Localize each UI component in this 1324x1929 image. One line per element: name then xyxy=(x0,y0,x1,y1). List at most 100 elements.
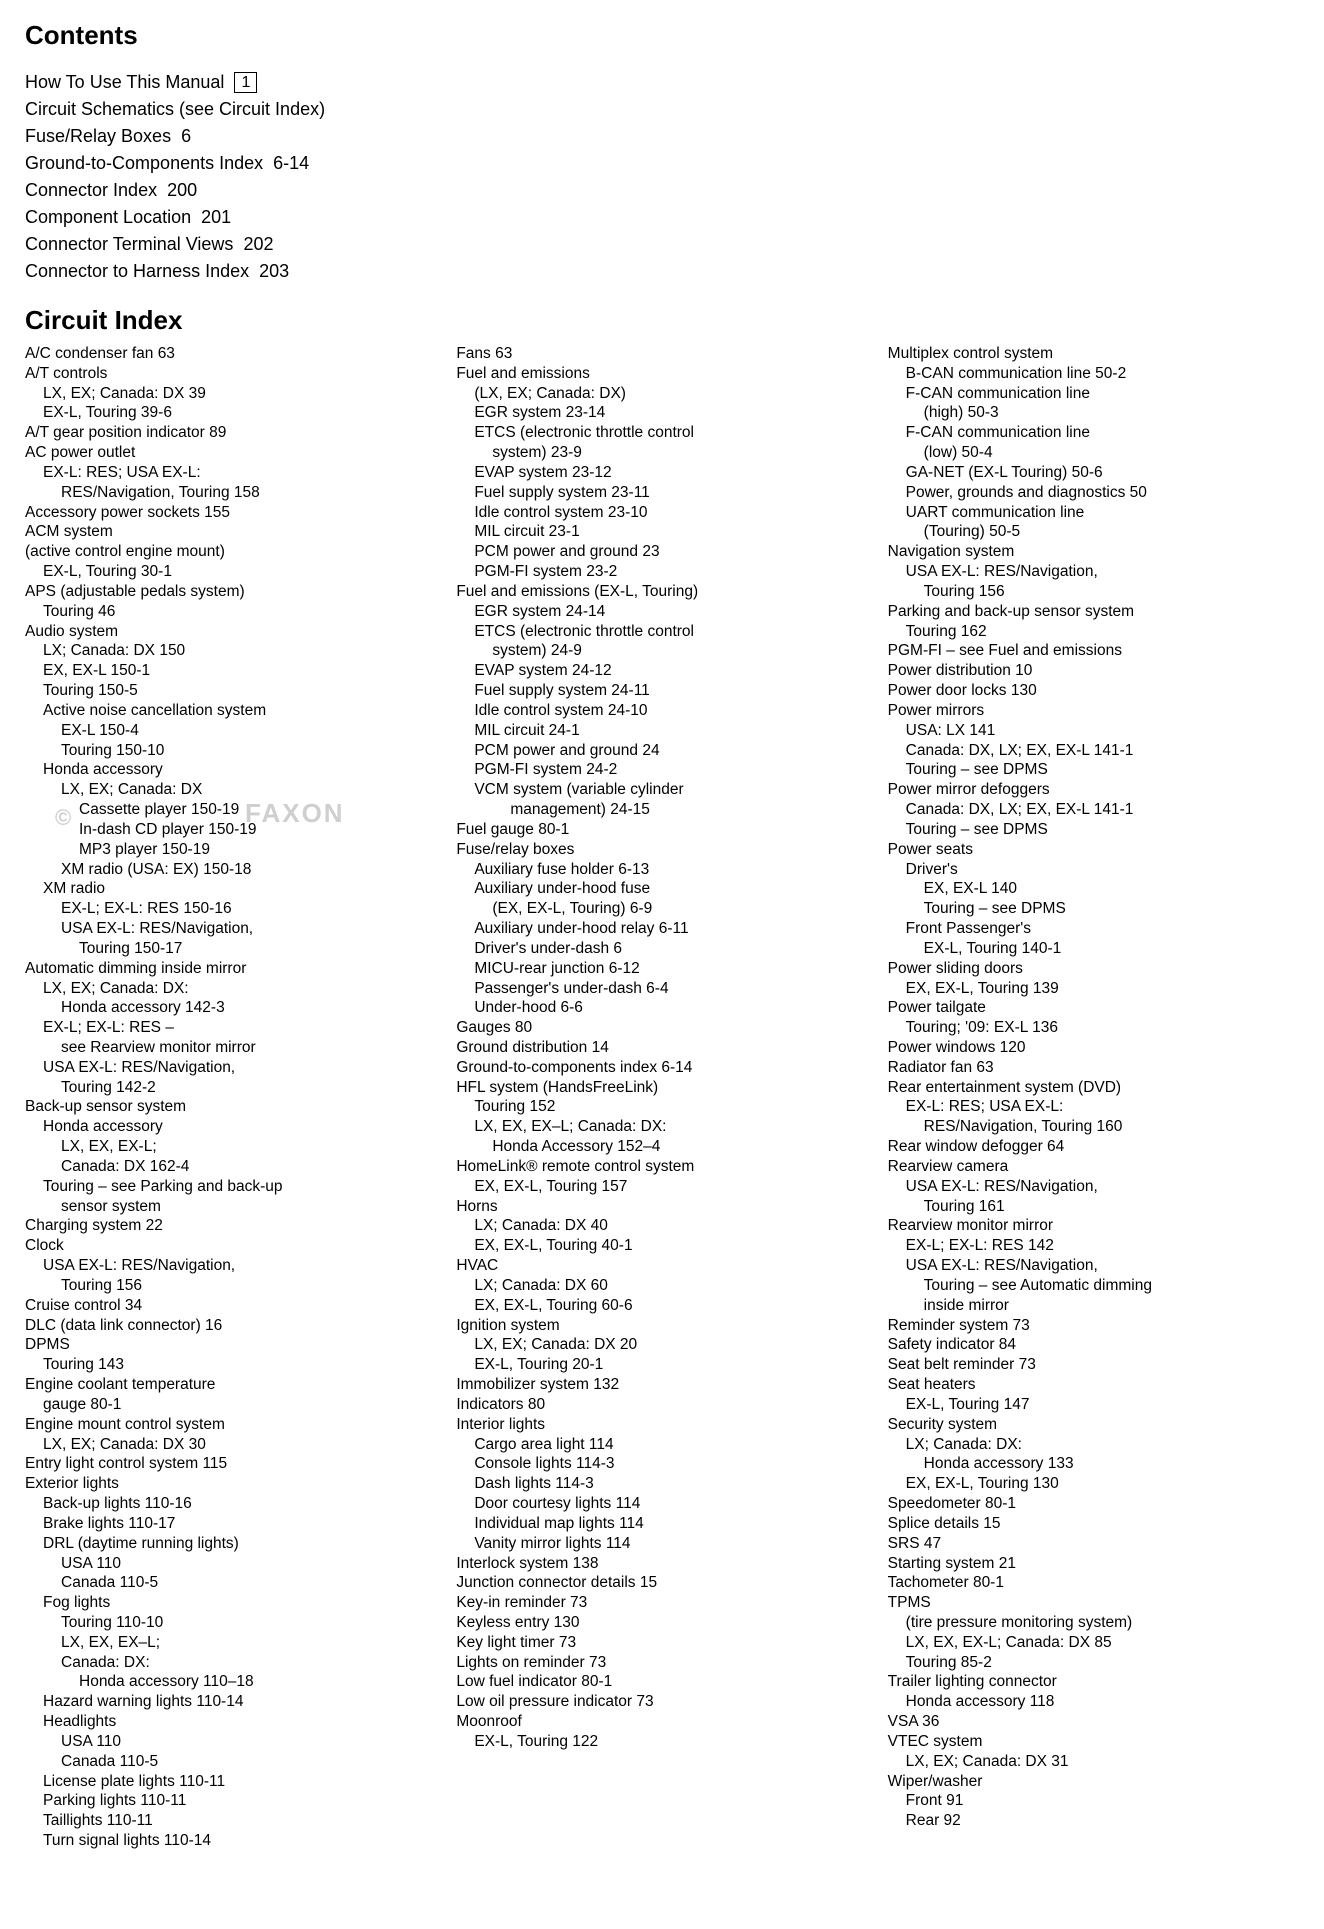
index-line: Individual map lights 114 xyxy=(474,1514,867,1534)
index-line: Hazard warning lights 110-14 xyxy=(43,1692,436,1712)
contents-item: Fuse/Relay Boxes 6 xyxy=(25,123,1299,150)
index-line: USA 110 xyxy=(61,1554,436,1574)
index-line: PCM power and ground 24 xyxy=(474,741,867,761)
index-line: LX; Canada: DX 150 xyxy=(43,641,436,661)
index-line: Canada 110-5 xyxy=(61,1573,436,1593)
index-line: USA EX-L: RES/Navigation, xyxy=(43,1058,436,1078)
index-line: Parking lights 110-11 xyxy=(43,1791,436,1811)
index-line: USA EX-L: RES/Navigation, xyxy=(906,562,1299,582)
index-line: EX-L 150-4 xyxy=(61,721,436,741)
index-line: Junction connector details 15 xyxy=(456,1573,867,1593)
index-line: UART communication line xyxy=(906,503,1299,523)
index-line: Gauges 80 xyxy=(456,1018,867,1038)
index-line: Tachometer 80-1 xyxy=(888,1573,1299,1593)
index-line: LX; Canada: DX: xyxy=(906,1435,1299,1455)
index-line: Touring 156 xyxy=(924,582,1299,602)
index-line: (EX, EX-L, Touring) 6-9 xyxy=(492,899,867,919)
index-line: VSA 36 xyxy=(888,1712,1299,1732)
index-line: Radiator fan 63 xyxy=(888,1058,1299,1078)
index-line: PGM-FI system 23-2 xyxy=(474,562,867,582)
index-line: Touring 142-2 xyxy=(61,1078,436,1098)
index-line: MIL circuit 23-1 xyxy=(474,522,867,542)
index-line: EX, EX-L, Touring 157 xyxy=(474,1177,867,1197)
contents-item-page: 203 xyxy=(259,261,289,281)
index-line: Fog lights xyxy=(43,1593,436,1613)
index-line: Splice details 15 xyxy=(888,1514,1299,1534)
index-line: A/T gear position indicator 89 xyxy=(25,423,436,443)
index-line: Touring – see Parking and back-up xyxy=(43,1177,436,1197)
contents-heading: Contents xyxy=(25,20,1299,51)
index-line: Auxiliary under-hood fuse xyxy=(474,879,867,899)
index-line: Back-up sensor system xyxy=(25,1097,436,1117)
index-line: (low) 50-4 xyxy=(924,443,1299,463)
index-line: EVAP system 24-12 xyxy=(474,661,867,681)
index-line: Audio system xyxy=(25,622,436,642)
index-line: LX, EX; Canada: DX xyxy=(61,780,436,800)
contents-item-label: Connector Terminal Views xyxy=(25,234,233,254)
contents-item: Connector to Harness Index 203 xyxy=(25,258,1299,285)
index-line: EX-L: RES; USA EX-L: xyxy=(43,463,436,483)
index-line: Power mirror defoggers xyxy=(888,780,1299,800)
index-line: Canada: DX, LX; EX, EX-L 141-1 xyxy=(906,800,1299,820)
index-line: Touring 143 xyxy=(43,1355,436,1375)
contents-item-label: How To Use This Manual xyxy=(25,72,224,92)
index-line: Touring – see DPMS xyxy=(906,820,1299,840)
index-line: Clock xyxy=(25,1236,436,1256)
index-line: Fans 63 xyxy=(456,344,867,364)
index-line: Low oil pressure indicator 73 xyxy=(456,1692,867,1712)
index-line: Canada: DX: xyxy=(61,1653,436,1673)
index-line: XM radio (USA: EX) 150-18 xyxy=(61,860,436,880)
index-line: Touring – see DPMS xyxy=(906,760,1299,780)
index-line: USA: LX 141 xyxy=(906,721,1299,741)
index-line: LX, EX; Canada: DX 30 xyxy=(43,1435,436,1455)
index-line: Engine coolant temperature xyxy=(25,1375,436,1395)
index-line: Touring 150-17 xyxy=(79,939,436,959)
index-line: Power door locks 130 xyxy=(888,681,1299,701)
index-line: Entry light control system 115 xyxy=(25,1454,436,1474)
index-line: Horns xyxy=(456,1197,867,1217)
circuit-index-columns: A/C condenser fan 63A/T controlsLX, EX; … xyxy=(25,344,1299,1851)
index-line: LX, EX; Canada: DX 39 xyxy=(43,384,436,404)
index-line: Touring 110-10 xyxy=(61,1613,436,1633)
index-line: Canada 110-5 xyxy=(61,1752,436,1772)
index-line: LX, EX; Canada: DX 31 xyxy=(906,1752,1299,1772)
index-line: Key-in reminder 73 xyxy=(456,1593,867,1613)
index-line: Keyless entry 130 xyxy=(456,1613,867,1633)
circuit-index-col-2: Fans 63Fuel and emissions(LX, EX; Canada… xyxy=(456,344,867,1851)
index-line: (tire pressure monitoring system) xyxy=(906,1613,1299,1633)
index-line: USA 110 xyxy=(61,1732,436,1752)
index-line: Honda accessory 142-3 xyxy=(61,998,436,1018)
contents-item: Connector Terminal Views 202 xyxy=(25,231,1299,258)
index-line: Moonroof xyxy=(456,1712,867,1732)
index-line: Wiper/washer xyxy=(888,1772,1299,1792)
index-line: Charging system 22 xyxy=(25,1216,436,1236)
index-line: Touring 46 xyxy=(43,602,436,622)
index-line: Interior lights xyxy=(456,1415,867,1435)
index-line: Exterior lights xyxy=(25,1474,436,1494)
index-line: Indicators 80 xyxy=(456,1395,867,1415)
index-line: Rear window defogger 64 xyxy=(888,1137,1299,1157)
index-line: F-CAN communication line xyxy=(906,384,1299,404)
contents-item-label: Connector to Harness Index xyxy=(25,261,249,281)
index-line: Honda accessory 118 xyxy=(906,1692,1299,1712)
index-line: DLC (data link connector) 16 xyxy=(25,1316,436,1336)
index-line: Touring 152 xyxy=(474,1097,867,1117)
index-line: RES/Navigation, Touring 160 xyxy=(924,1117,1299,1137)
index-line: Speedometer 80-1 xyxy=(888,1494,1299,1514)
index-line: DRL (daytime running lights) xyxy=(43,1534,436,1554)
index-line: Power, grounds and diagnostics 50 xyxy=(906,483,1299,503)
index-line: MIL circuit 24-1 xyxy=(474,721,867,741)
contents-item: Circuit Schematics (see Circuit Index) xyxy=(25,96,1299,123)
index-line: LX, EX, EX–L; Canada: DX: xyxy=(474,1117,867,1137)
index-line: EX-L, Touring 39-6 xyxy=(43,403,436,423)
index-line: EX-L; EX-L: RES – xyxy=(43,1018,436,1038)
index-line: EGR system 23-14 xyxy=(474,403,867,423)
contents-item: Ground-to-Components Index 6-14 xyxy=(25,150,1299,177)
index-line: Dash lights 114-3 xyxy=(474,1474,867,1494)
contents-item: How To Use This Manual 1 xyxy=(25,69,1299,96)
index-line: PCM power and ground 23 xyxy=(474,542,867,562)
index-line: VCM system (variable cylinder xyxy=(474,780,867,800)
index-line: Touring; '09: EX-L 136 xyxy=(906,1018,1299,1038)
index-line: Auxiliary fuse holder 6-13 xyxy=(474,860,867,880)
index-line: B-CAN communication line 50-2 xyxy=(906,364,1299,384)
